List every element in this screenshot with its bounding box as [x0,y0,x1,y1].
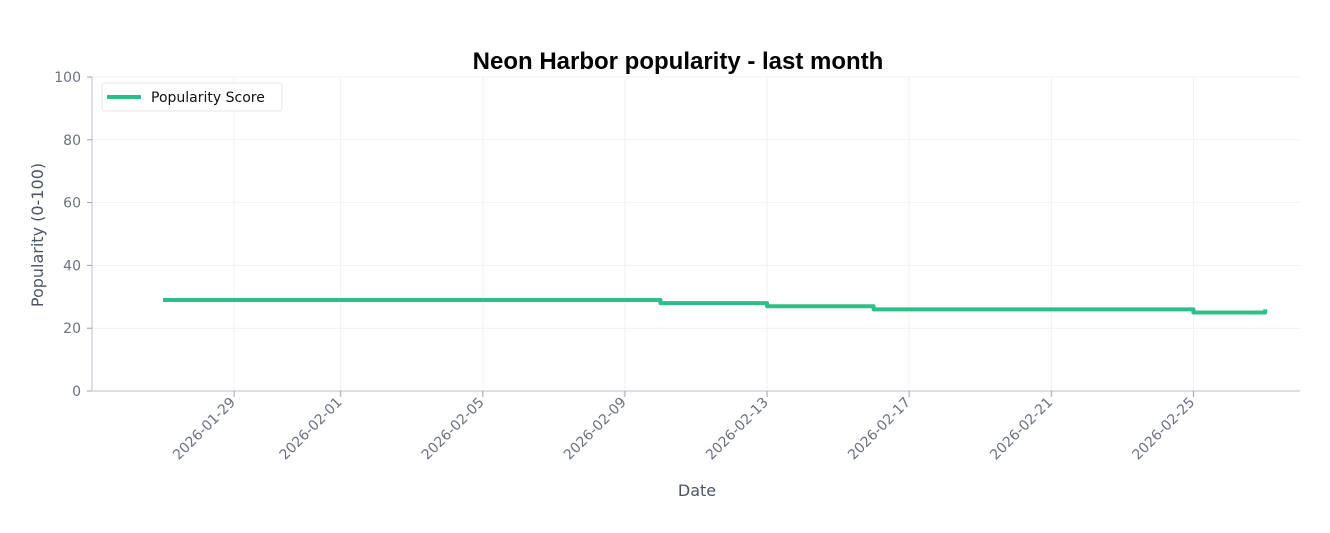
x-tick-label: 2026-02-01 [277,395,346,464]
x-tick-label: 2026-02-21 [987,395,1056,464]
legend-label: Popularity Score [151,90,265,106]
y-tick-label: 60 [63,196,81,212]
grid-lines [92,77,1300,391]
series-line-0 [163,300,1265,313]
x-tick-label: 2026-02-25 [1129,395,1198,464]
y-tick-label: 40 [63,258,81,274]
axes [92,77,1300,391]
y-tick-label: 80 [63,133,81,149]
series-layer [163,300,1265,313]
x-axis-label: Date [678,481,716,500]
y-axis-label: Popularity (0-100) [28,163,47,307]
y-tick-label: 0 [72,384,81,400]
x-axis-ticks: 2026-01-29 2026-02-01 2026-02-05 2026-02-09… [170,391,1198,463]
x-tick-label: 2026-02-09 [561,395,630,464]
chart-title: Neon Harbor popularity - last month [473,48,884,75]
y-tick-label: 100 [54,70,81,86]
x-tick-label: 2026-02-17 [845,395,914,464]
y-axis-ticks: 0 20 40 60 80 100 [54,70,92,400]
y-tick-label: 20 [63,321,81,337]
x-tick-label: 2026-02-13 [703,395,772,464]
legend: Popularity Score [102,83,282,111]
x-tick-label: 2026-02-05 [419,395,488,464]
x-tick-label: 2026-01-29 [170,395,239,464]
